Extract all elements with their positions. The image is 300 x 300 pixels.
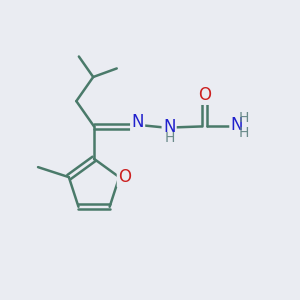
Text: O: O: [198, 85, 211, 103]
Text: H: H: [238, 111, 248, 124]
Text: N: N: [163, 118, 175, 136]
Text: N: N: [131, 113, 144, 131]
Text: O: O: [118, 168, 131, 186]
Text: N: N: [231, 116, 243, 134]
Text: H: H: [238, 126, 248, 140]
Text: H: H: [164, 130, 175, 145]
